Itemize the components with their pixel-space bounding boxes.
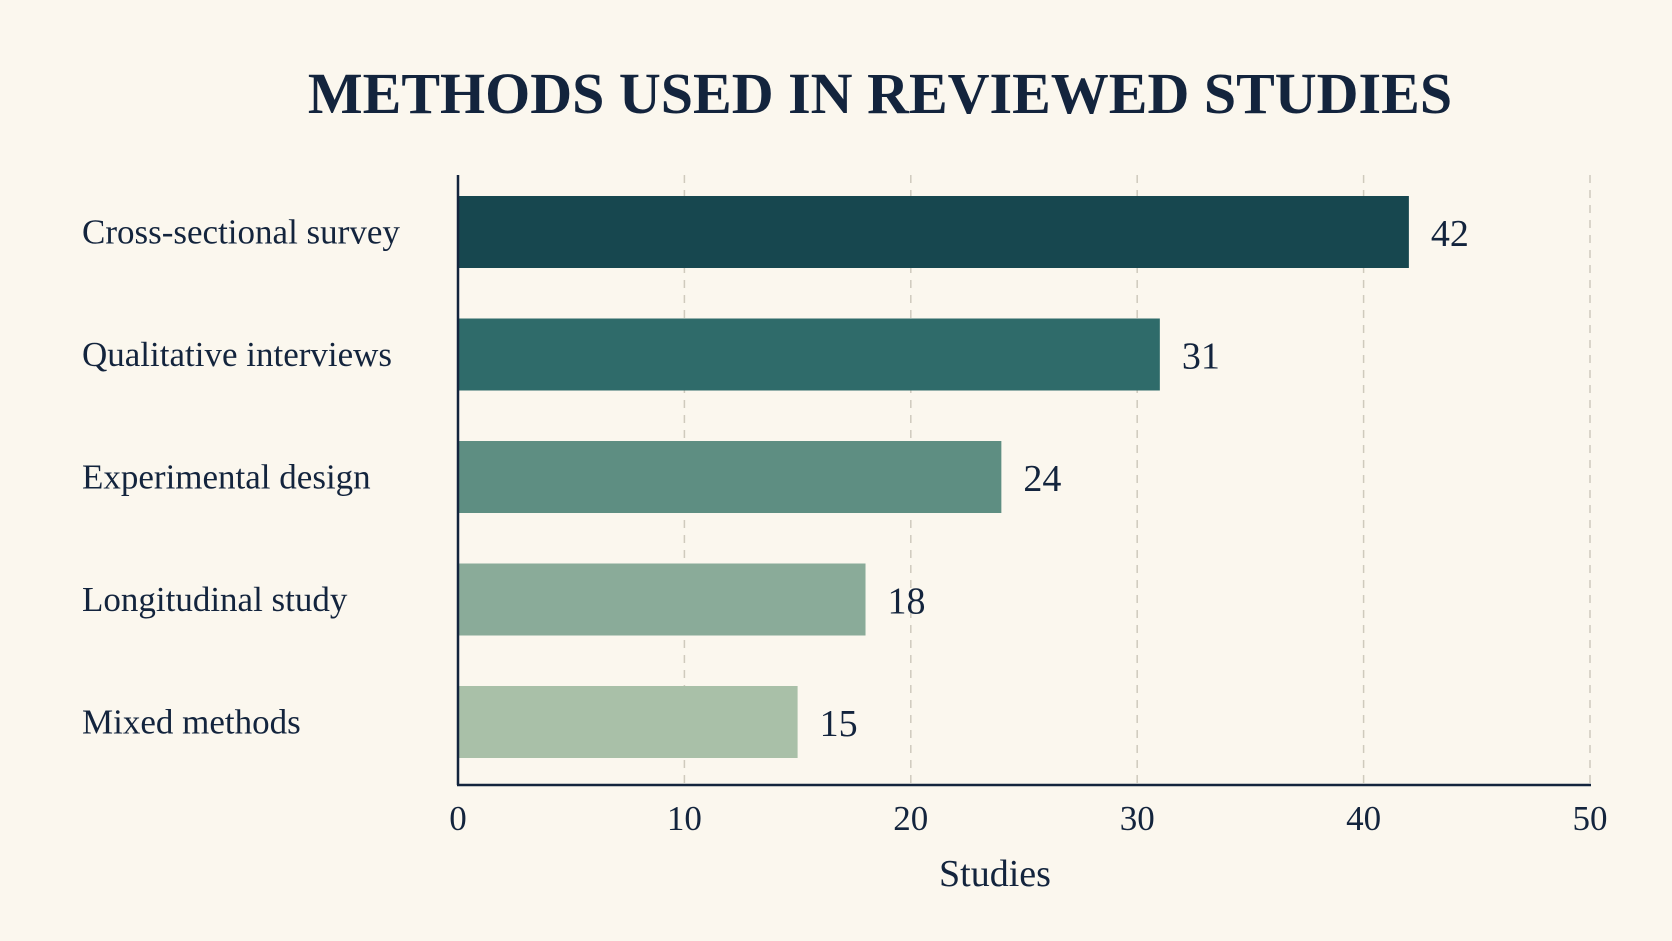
bar: [458, 196, 1409, 268]
x-tick-label: 0: [449, 799, 467, 838]
x-tick-labels: 0 10 20 30 40 50: [449, 799, 1607, 838]
bar: [458, 563, 866, 636]
bars: [458, 196, 1409, 758]
value-label: 18: [888, 581, 926, 623]
value-label: 31: [1182, 336, 1220, 378]
x-tick-label: 50: [1573, 799, 1608, 838]
category-label: Experimental design: [82, 458, 371, 497]
x-tick-label: 20: [893, 799, 928, 838]
value-label: 24: [1023, 458, 1061, 500]
category-labels: Cross-sectional survey Qualitative interv…: [82, 213, 400, 742]
bar: [458, 441, 1002, 513]
value-label: 15: [820, 703, 858, 745]
x-axis-title: Studies: [939, 853, 1051, 895]
x-tick-label: 30: [1120, 799, 1155, 838]
bar: [458, 686, 798, 758]
value-label: 42: [1431, 213, 1469, 255]
category-label: Longitudinal study: [82, 580, 348, 619]
x-tick-label: 40: [1346, 799, 1381, 838]
x-tick-label: 10: [667, 799, 702, 838]
value-labels: 42 31 24 18 15: [820, 213, 1469, 745]
category-label: Qualitative interviews: [82, 335, 392, 374]
bar: [458, 318, 1160, 391]
chart-title: METHODS USED IN REVIEWED STUDIES: [308, 61, 1452, 126]
category-label: Cross-sectional survey: [82, 213, 400, 252]
category-label: Mixed methods: [82, 703, 301, 742]
